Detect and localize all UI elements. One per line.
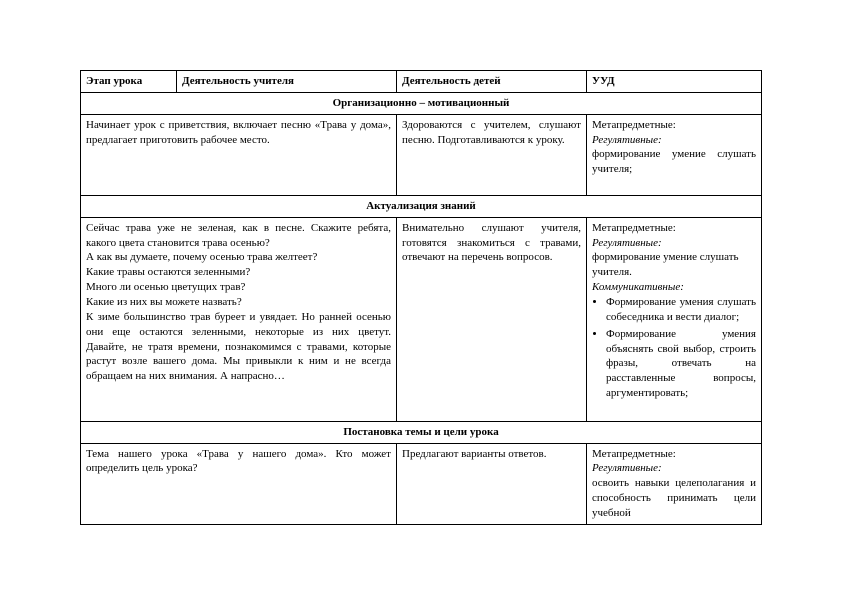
row2-children: Внимательно слушают учителя, готовятся з… xyxy=(397,217,587,421)
row3-teacher: Тема нашего урока «Трава у нашего дома».… xyxy=(81,443,397,524)
row-2: Сейчас трава уже не зеленая, как в песне… xyxy=(81,217,762,421)
section-2-header: Актуализация знаний xyxy=(81,195,762,217)
row2-uud-reg: Регулятивные: xyxy=(592,236,756,251)
row3-uud-reg-text: освоить навыки целеполагания и способнос… xyxy=(592,476,756,521)
page: Этап урока Деятельность учителя Деятельн… xyxy=(0,0,842,545)
row2-uud: Метапредметные: Регулятивные: формирован… xyxy=(587,217,762,421)
row3-uud-reg: Регулятивные: xyxy=(592,461,756,476)
row2-t3: Какие травы остаются зеленными? xyxy=(86,265,391,280)
header-stage: Этап урока xyxy=(81,71,177,93)
row1-uud-reg: Регулятивные: xyxy=(592,133,756,148)
section-2-title: Актуализация знаний xyxy=(81,195,762,217)
row2-b2: Формирование умения объяснять свой выбор… xyxy=(606,327,756,401)
header-children: Деятельность детей xyxy=(397,71,587,93)
row2-uud-reg-text: формирование умение слушать учителя. xyxy=(592,250,756,280)
row2-uud-meta: Метапредметные: xyxy=(592,221,756,236)
header-row: Этап урока Деятельность учителя Деятельн… xyxy=(81,71,762,93)
row-3: Тема нашего урока «Трава у нашего дома».… xyxy=(81,443,762,524)
section-3-title: Постановка темы и цели урока xyxy=(81,421,762,443)
row1-children: Здороваются с учителем, слушают песню. П… xyxy=(397,114,587,195)
section-3-header: Постановка темы и цели урока xyxy=(81,421,762,443)
row2-t4: Много ли осенью цветущих трав? xyxy=(86,280,391,295)
row2-t6: К зиме большинство трав буреет и увядает… xyxy=(86,310,391,384)
row-1: Начинает урок с приветствия, включает пе… xyxy=(81,114,762,195)
header-teacher: Деятельность учителя xyxy=(177,71,397,93)
row2-uud-comm: Коммуникативные: xyxy=(592,280,756,295)
row3-uud: Метапредметные: Регулятивные: освоить на… xyxy=(587,443,762,524)
row2-teacher: Сейчас трава уже не зеленая, как в песне… xyxy=(81,217,397,421)
row2-t2: А как вы думаете, почему осенью трава же… xyxy=(86,250,391,265)
row2-b1: Формирование умения слушать собеседника … xyxy=(606,295,756,325)
row2-uud-bullets: Формирование умения слушать собеседника … xyxy=(592,295,756,401)
row1-teacher: Начинает урок с приветствия, включает пе… xyxy=(81,114,397,195)
row1-uud-reg-text: формирование умение слушать учителя; xyxy=(592,147,756,177)
lesson-table: Этап урока Деятельность учителя Деятельн… xyxy=(80,70,762,525)
section-1-header: Организационно – мотивационный xyxy=(81,92,762,114)
row1-uud: Метапредметные: Регулятивные: формирован… xyxy=(587,114,762,195)
row3-uud-meta: Метапредметные: xyxy=(592,447,756,462)
row2-t5: Какие из них вы можете назвать? xyxy=(86,295,391,310)
row1-uud-meta: Метапредметные: xyxy=(592,118,756,133)
header-uud: УУД xyxy=(587,71,762,93)
row2-t1: Сейчас трава уже не зеленая, как в песне… xyxy=(86,221,391,251)
section-1-title: Организационно – мотивационный xyxy=(81,92,762,114)
row3-children: Предлагают варианты ответов. xyxy=(397,443,587,524)
